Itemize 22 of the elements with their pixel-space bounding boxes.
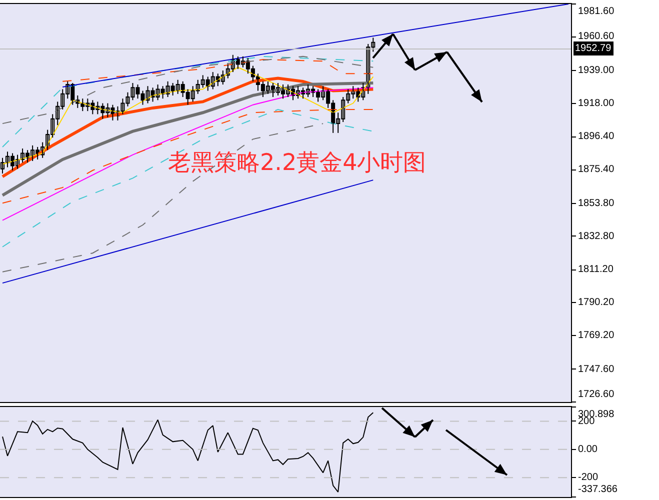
y-tick-label: 1960.60 [578,31,615,42]
y-tick-label: 1726.60 [578,389,615,400]
line-series [2,56,374,148]
y-tick-label: 1918.00 [578,98,615,109]
annotation: 老黑策略2.2黄金4小时图 [168,150,426,176]
y-tick-label: -200 [578,472,598,483]
y-tick-label: 1811.20 [578,264,614,275]
y-tick-label: 1832.80 [578,231,615,242]
y-tick-label: 200 [578,416,596,427]
y-tick-label: 1853.80 [578,198,615,209]
y-tick-label: 1939.00 [578,65,615,76]
line-series [2,56,374,124]
line-series [62,59,374,82]
y-tick-label: 1769.20 [578,330,615,341]
ref-line-label: 1952.79 [575,43,612,54]
y-tick-label: 1790.20 [578,297,615,308]
y-tick-label: -337.366 [578,484,618,495]
y-tick-label: 1981.60 [578,6,615,17]
y-tick-label: 1747.60 [578,364,615,375]
y-tick-label: 0.00 [578,444,598,455]
y-tick-label: 1875.40 [578,164,615,175]
y-tick-label: 1896.40 [578,131,615,142]
